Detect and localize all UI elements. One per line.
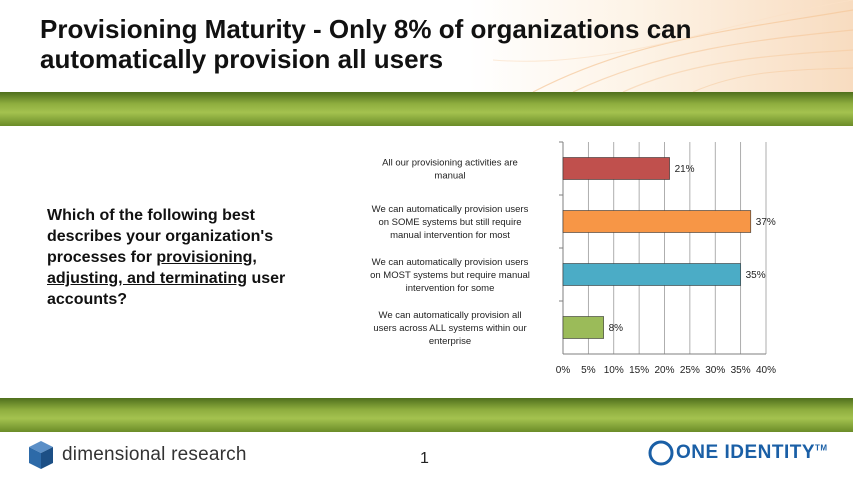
one-identity-circle-icon [648,440,674,466]
category-label-line: We can automatically provision users [372,204,529,215]
one-identity-wordmark: ONE IDENTITYTM [676,442,828,464]
x-tick-label: 20% [654,365,674,376]
category-label-line: manual intervention for most [390,230,510,241]
top-green-band [0,92,853,126]
data-label: 37% [756,217,776,228]
x-tick-label: 30% [705,365,725,376]
dimensional-research-wordmark: dimensional research [62,444,247,465]
x-tick-label: 15% [629,365,649,376]
bar [562,316,604,339]
data-label: 21% [675,164,695,175]
category-label: All our provisioning activities are manua… [382,158,518,182]
category-label-line: on MOST systems but require manual [370,270,530,281]
x-tick-label: 25% [680,365,700,376]
header-background [0,0,853,92]
bar [562,263,741,286]
category-label-line: intervention for some [406,283,495,294]
trademark-symbol: TM [815,443,828,453]
category-label-line: users across ALL systems within our [373,323,526,334]
category-label: We can automatically provision users on M… [370,257,530,294]
slide-title: Provisioning Maturity - Only 8% of organ… [40,14,692,74]
category-label: We can automatically provision all users … [373,310,526,347]
category-label-line: on SOME systems but still require [378,217,521,228]
bar [562,210,752,233]
x-tick-label: 40% [756,365,776,376]
question-text-start: Which of the following best describes yo… [47,207,274,266]
decorative-swirl [493,0,853,92]
x-tick-label: 10% [604,365,624,376]
dimensional-research-cube-icon [29,441,53,469]
data-label: 8% [609,323,624,334]
dimensional-research-logo: dimensional research [28,440,247,470]
category-label-line: We can automatically provision all [379,310,522,321]
page-number: 1 [420,450,429,467]
x-tick-label: 0% [556,365,571,376]
x-tick-label: 35% [731,365,751,376]
category-label-line: manual [434,171,465,182]
category-label: We can automatically provision users on S… [372,204,529,241]
bottom-green-band [0,398,853,432]
identity-word: IDENTITY [724,442,816,463]
x-tick-label: 5% [581,365,596,376]
one-word: ONE [676,442,719,463]
question-underlined-text: provisioning, adjusting, and terminating [47,249,257,287]
category-label-line: enterprise [429,336,471,347]
category-label-line: All our provisioning activities are [382,158,518,169]
data-label: 35% [746,270,766,281]
category-label-line: We can automatically provision users [372,257,529,268]
question-text-end: user accounts? [47,270,286,308]
bar [562,157,670,180]
bar-chart: 0% 5% 10% 15% 20% 25% 30% 35% 40% 21% All our prov… [370,141,776,376]
one-identity-logo: ONE IDENTITYTM [648,440,828,466]
survey-question: Which of the following best describes yo… [47,205,327,310]
